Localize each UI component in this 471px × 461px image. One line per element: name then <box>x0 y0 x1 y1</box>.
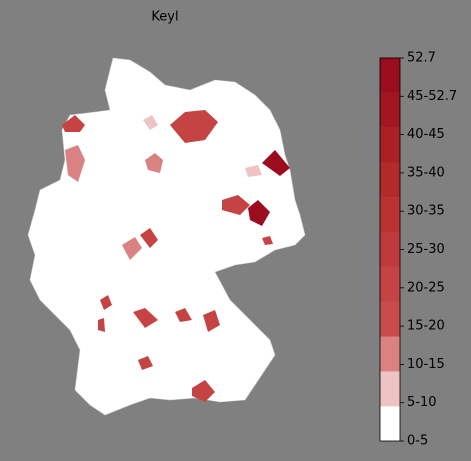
colorbar-segment <box>380 58 400 93</box>
colorbar: 52.7 45-52.7 40-45 35-40 30-35 25-30 20-25 15-2… <box>379 51 457 449</box>
colorbar-segment <box>380 92 400 128</box>
region <box>140 228 158 248</box>
colorbar-label: 0-5 <box>407 434 428 449</box>
colorbar-segment <box>380 232 400 267</box>
colorbar-label: 20-25 <box>407 280 445 295</box>
germany-map <box>27 57 306 416</box>
colorbar-segment <box>380 336 400 372</box>
colorbar-label: 10-15 <box>407 357 445 372</box>
colorbar-label: 30-35 <box>407 204 445 219</box>
region <box>175 308 192 322</box>
colorbar-label: 52.7 <box>407 51 436 66</box>
region <box>100 295 112 310</box>
colorbar-segment <box>380 406 400 441</box>
colorbar-label: 25-30 <box>407 242 445 257</box>
region <box>192 380 215 402</box>
colorbar-segment <box>380 266 400 302</box>
colorbar-label: 40-45 <box>407 127 445 142</box>
region <box>170 110 218 143</box>
colorbar-segment <box>380 371 400 407</box>
colorbar-label: 35-40 <box>407 165 445 180</box>
region <box>203 310 220 332</box>
colorbar-segment <box>380 127 400 163</box>
map-title: Keyl <box>151 10 178 25</box>
colorbar-segment <box>380 301 400 337</box>
region <box>262 150 290 176</box>
region <box>138 356 153 370</box>
colorbar-segment <box>380 197 400 233</box>
region <box>245 165 262 177</box>
colorbar-label: 15-20 <box>407 319 445 334</box>
colorbar-label: 45-52.7 <box>407 89 457 104</box>
region <box>262 236 273 245</box>
region <box>62 115 85 132</box>
region <box>143 115 158 130</box>
region <box>98 318 105 332</box>
country-outline <box>27 57 306 416</box>
colorbar-label: 5-10 <box>407 395 437 410</box>
region <box>248 200 270 226</box>
region <box>222 195 250 215</box>
region <box>133 308 158 328</box>
colorbar-segment <box>380 162 400 198</box>
region <box>122 237 142 260</box>
region <box>65 145 85 182</box>
region <box>145 153 163 173</box>
